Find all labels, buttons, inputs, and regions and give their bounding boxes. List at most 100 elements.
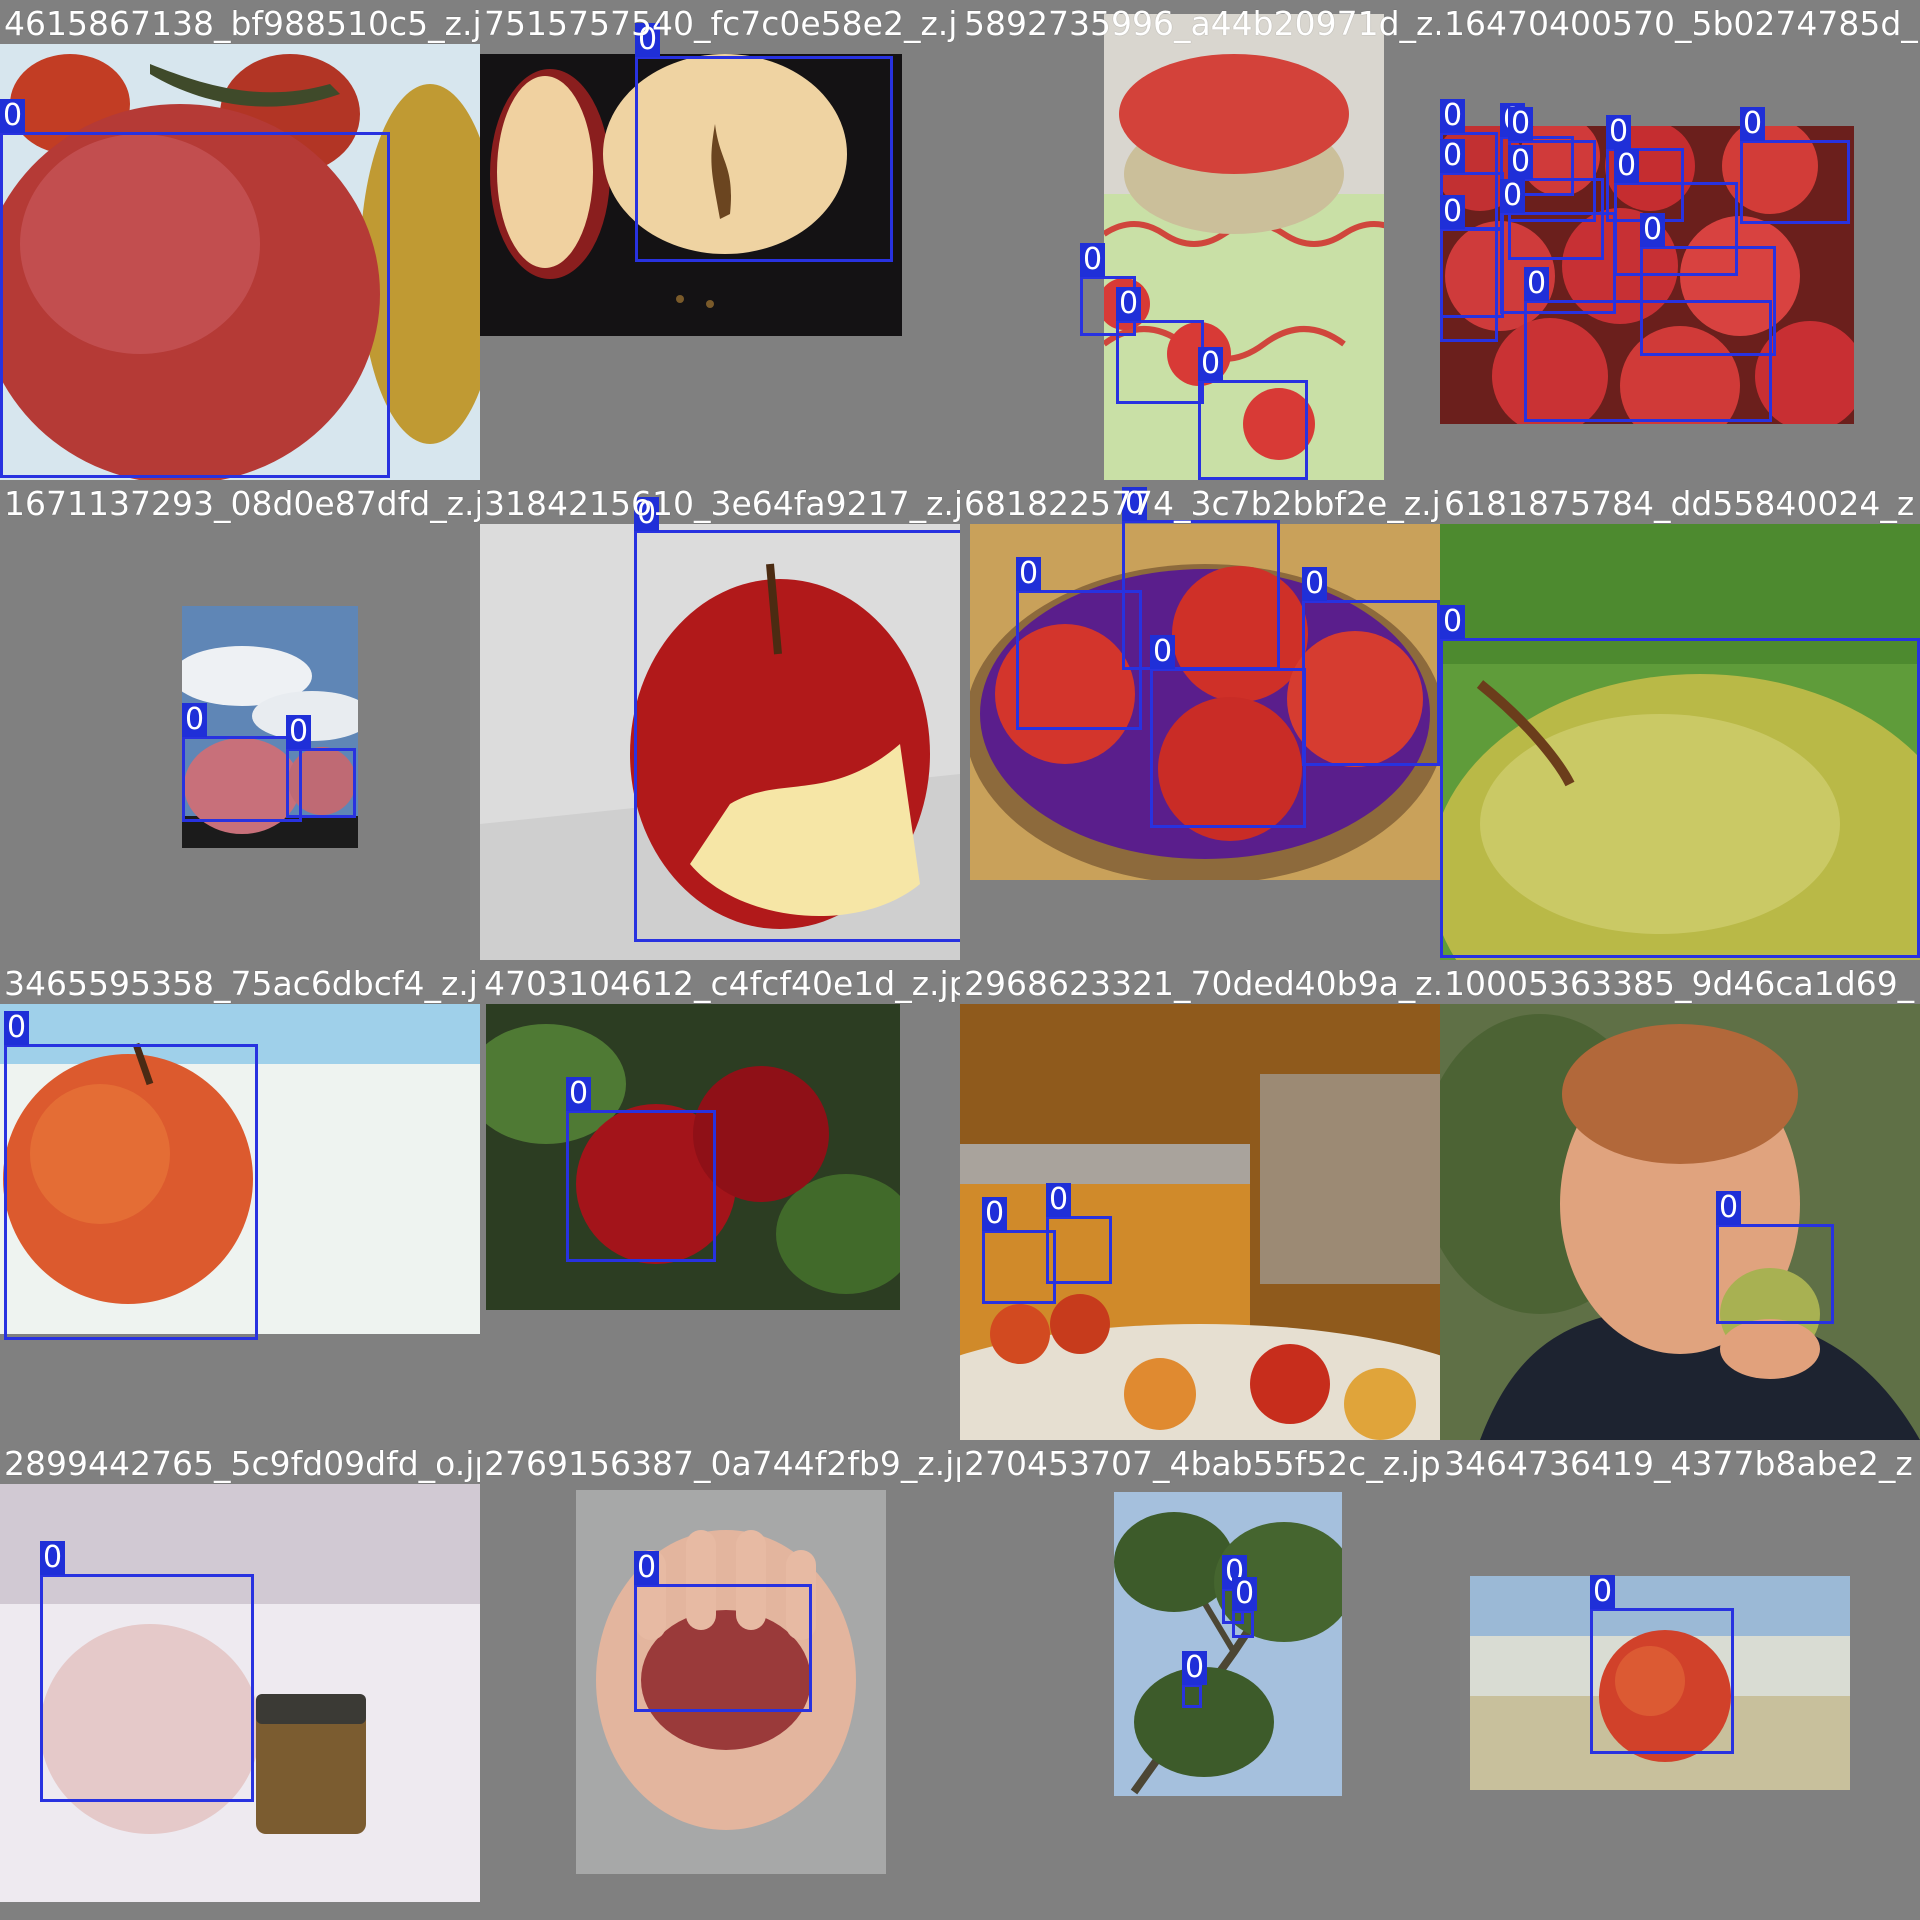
class-label: 0 — [182, 703, 208, 737]
image-tile[interactable]: 2899442765_5c9fd09dfd_o.jpg 0 — [0, 1440, 480, 1920]
apple-photo — [960, 1004, 1440, 1440]
image-filename: 10005363385_9d46ca1d69_ — [1444, 964, 1915, 1003]
class-label: 0 — [1016, 557, 1042, 591]
image-filename: 270453707_4bab55f52c_z.jpg — [964, 1444, 1440, 1483]
class-label: 0 — [286, 715, 312, 749]
image-tile[interactable]: 3464736419_4377b8abe2_z 0 — [1440, 1440, 1920, 1920]
apple-photo — [486, 1004, 900, 1310]
image-filename: 16470400570_5b0274785d_ — [1444, 4, 1918, 43]
image-tile[interactable]: 3184215610_3e64fa9217_z.jpg 0 — [480, 480, 960, 960]
class-label: 0 — [1440, 195, 1466, 229]
class-label: 0 — [1524, 267, 1550, 301]
class-label: 0 — [1232, 1577, 1258, 1611]
image-filename: 3184215610_3e64fa9217_z.jpg — [484, 484, 960, 523]
class-label: 0 — [1740, 107, 1766, 141]
detection-box[interactable]: 0 — [1716, 1191, 1834, 1324]
image-filename: 3464736419_4377b8abe2_z — [1444, 1444, 1913, 1483]
detection-box[interactable]: 0 — [1440, 605, 1920, 958]
detection-box[interactable]: 0 — [182, 703, 302, 822]
apple-photo — [1440, 1004, 1920, 1440]
class-label: 0 — [634, 1551, 660, 1585]
apple-photo — [1440, 126, 1854, 424]
class-label: 0 — [566, 1077, 592, 1111]
image-filename: 6818225774_3c7b2bbf2e_z.jpg — [964, 484, 1440, 523]
detection-box[interactable]: 0 — [1116, 287, 1204, 404]
detection-box[interactable]: 0 — [1232, 1577, 1258, 1638]
apple-photo — [480, 54, 902, 336]
detection-box[interactable]: 0 — [1508, 145, 1604, 260]
class-label: 0 — [1590, 1575, 1616, 1609]
detection-box[interactable]: 0 — [634, 1551, 812, 1712]
class-label: 0 — [982, 1197, 1008, 1231]
class-label: 0 — [1614, 149, 1640, 183]
class-label: 0 — [40, 1541, 66, 1575]
apple-photo — [576, 1490, 886, 1874]
apple-photo — [0, 1004, 480, 1334]
detection-box[interactable]: 0 — [1590, 1575, 1734, 1754]
detection-box[interactable]: 0 — [1016, 557, 1142, 730]
class-label: 0 — [1500, 179, 1526, 213]
image-tile[interactable]: 2769156387_0a744f2fb9_z.jpg 0 — [480, 1440, 960, 1920]
class-label: 0 — [1440, 605, 1466, 639]
image-tile[interactable]: 5892735996_a44b20971d_z.jpg 0 0 0 — [960, 0, 1440, 480]
class-label: 0 — [1640, 213, 1666, 247]
image-tile[interactable]: 10005363385_9d46ca1d69_ 0 — [1440, 960, 1920, 1440]
class-label: 0 — [634, 497, 660, 531]
image-filename: 6181875784_dd55840024_z — [1444, 484, 1915, 523]
class-label: 0 — [1116, 287, 1142, 321]
detection-box[interactable]: 0 — [40, 1541, 254, 1802]
detection-box[interactable]: 0 — [1182, 1651, 1208, 1708]
detection-box[interactable]: 0 — [1122, 487, 1280, 670]
detection-box[interactable]: 0 — [4, 1011, 258, 1340]
detection-box[interactable]: 0 — [1500, 179, 1616, 314]
image-tile[interactable]: 270453707_4bab55f52c_z.jpg 0 0 0 — [960, 1440, 1440, 1920]
class-label: 0 — [1508, 107, 1534, 141]
image-filename: 4615867138_bf988510c5_z.jpg — [4, 4, 480, 43]
detection-box[interactable]: 0 — [1740, 107, 1850, 224]
image-filename: 1671137293_08d0e87dfd_z.jpg — [4, 484, 480, 523]
detection-box[interactable]: 0 — [1524, 267, 1772, 422]
detection-box[interactable]: 0 — [1150, 635, 1306, 828]
image-tile[interactable]: 1671137293_08d0e87dfd_z.jpg 0 0 — [0, 480, 480, 960]
image-tile[interactable]: 4615867138_bf988510c5_z.jpg 0 — [0, 0, 480, 480]
image-tile[interactable]: 6181875784_dd55840024_z 0 — [1440, 480, 1920, 960]
detection-box[interactable]: 0 — [1302, 567, 1440, 766]
apple-photo — [1104, 14, 1384, 480]
class-label: 0 — [1150, 635, 1176, 669]
detection-box[interactable]: 0 — [635, 23, 893, 262]
detection-box[interactable]: 0 — [1440, 195, 1504, 318]
image-filename: 7515757540_fc7c0e58e2_z.jpg — [484, 4, 960, 43]
class-label: 0 — [1122, 487, 1148, 521]
detection-box[interactable]: 0 — [1046, 1183, 1112, 1284]
detection-box[interactable]: 0 — [634, 497, 960, 942]
class-label: 0 — [1716, 1191, 1742, 1225]
class-label: 0 — [1440, 99, 1466, 133]
apple-photo — [1470, 1576, 1850, 1790]
image-tile[interactable]: 2968623321_70ded40b9a_z.jpg 0 0 — [960, 960, 1440, 1440]
class-label: 0 — [1182, 1651, 1208, 1685]
detection-box[interactable]: 0 — [566, 1077, 716, 1262]
image-filename: 4703104612_c4fcf40e1d_z.jpg — [484, 964, 960, 1003]
image-filename: 2899442765_5c9fd09dfd_o.jpg — [4, 1444, 480, 1483]
class-label: 0 — [635, 23, 661, 57]
image-tile[interactable]: 3465595358_75ac6dbcf4_z.jpg 0 — [0, 960, 480, 1440]
detection-box[interactable]: 0 — [982, 1197, 1056, 1304]
apple-photo — [480, 524, 960, 960]
class-label: 0 — [4, 1011, 30, 1045]
image-tile[interactable]: 4703104612_c4fcf40e1d_z.jpg 0 — [480, 960, 960, 1440]
class-label: 0 — [1508, 145, 1534, 179]
apple-photo — [0, 44, 480, 480]
class-label: 0 — [1302, 567, 1328, 601]
apple-photo — [970, 524, 1440, 880]
image-tile[interactable]: 16470400570_5b0274785d_ 0 0 0 0 0 0 0 0 … — [1440, 0, 1920, 480]
detection-box[interactable]: 0 — [286, 715, 356, 818]
image-tile[interactable]: 6818225774_3c7b2bbf2e_z.jpg 0 0 0 0 — [960, 480, 1440, 960]
class-label: 0 — [1606, 115, 1632, 149]
class-label: 0 — [1198, 347, 1224, 381]
apple-photo — [1114, 1492, 1342, 1796]
class-label: 0 — [0, 99, 26, 133]
image-tile[interactable]: 7515757540_fc7c0e58e2_z.jpg 0 — [480, 0, 960, 480]
detection-box[interactable]: 0 — [0, 99, 390, 478]
detection-box[interactable]: 0 — [1198, 347, 1308, 480]
class-label: 0 — [1080, 243, 1106, 277]
